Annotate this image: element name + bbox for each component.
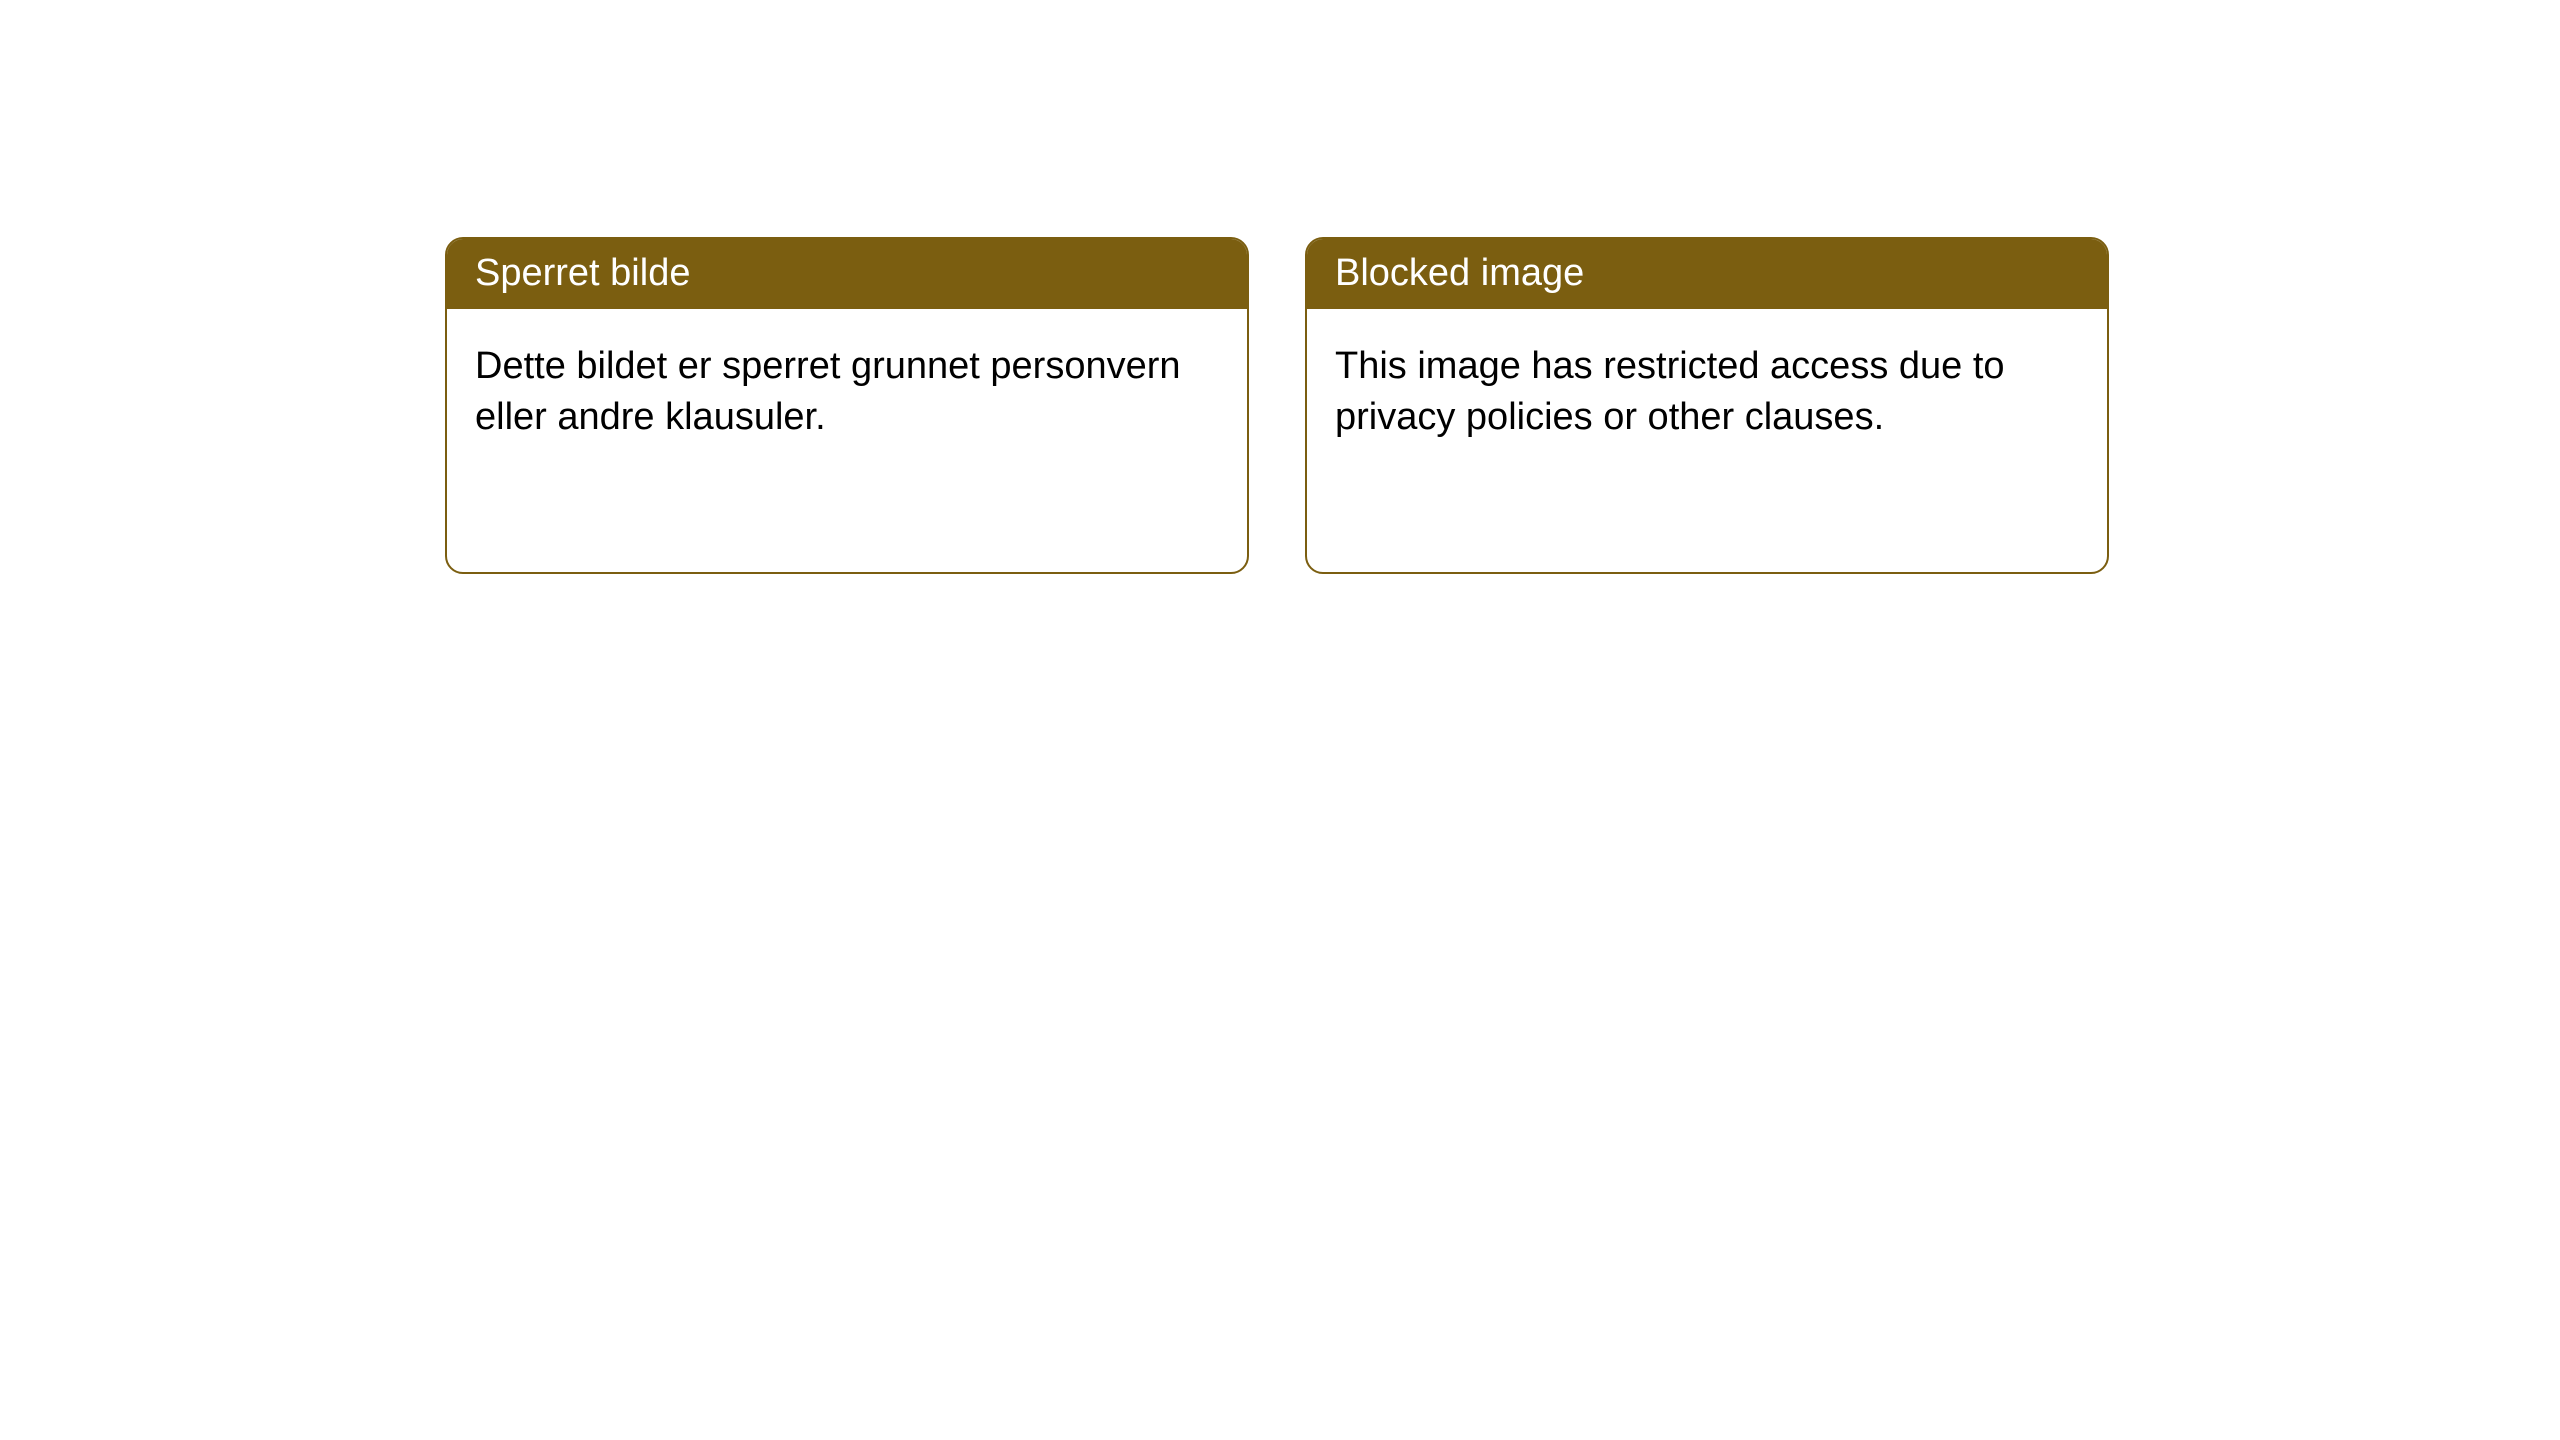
- card-header: Blocked image: [1307, 239, 2107, 309]
- notice-cards-container: Sperret bilde Dette bildet er sperret gr…: [445, 237, 2109, 574]
- card-body: This image has restricted access due to …: [1307, 309, 2107, 476]
- notice-card-norwegian: Sperret bilde Dette bildet er sperret gr…: [445, 237, 1249, 574]
- card-header: Sperret bilde: [447, 239, 1247, 309]
- card-body-text: Dette bildet er sperret grunnet personve…: [475, 345, 1181, 438]
- card-title: Blocked image: [1335, 252, 1584, 294]
- card-title: Sperret bilde: [475, 252, 690, 294]
- card-body: Dette bildet er sperret grunnet personve…: [447, 309, 1247, 476]
- notice-card-english: Blocked image This image has restricted …: [1305, 237, 2109, 574]
- card-body-text: This image has restricted access due to …: [1335, 345, 2005, 438]
